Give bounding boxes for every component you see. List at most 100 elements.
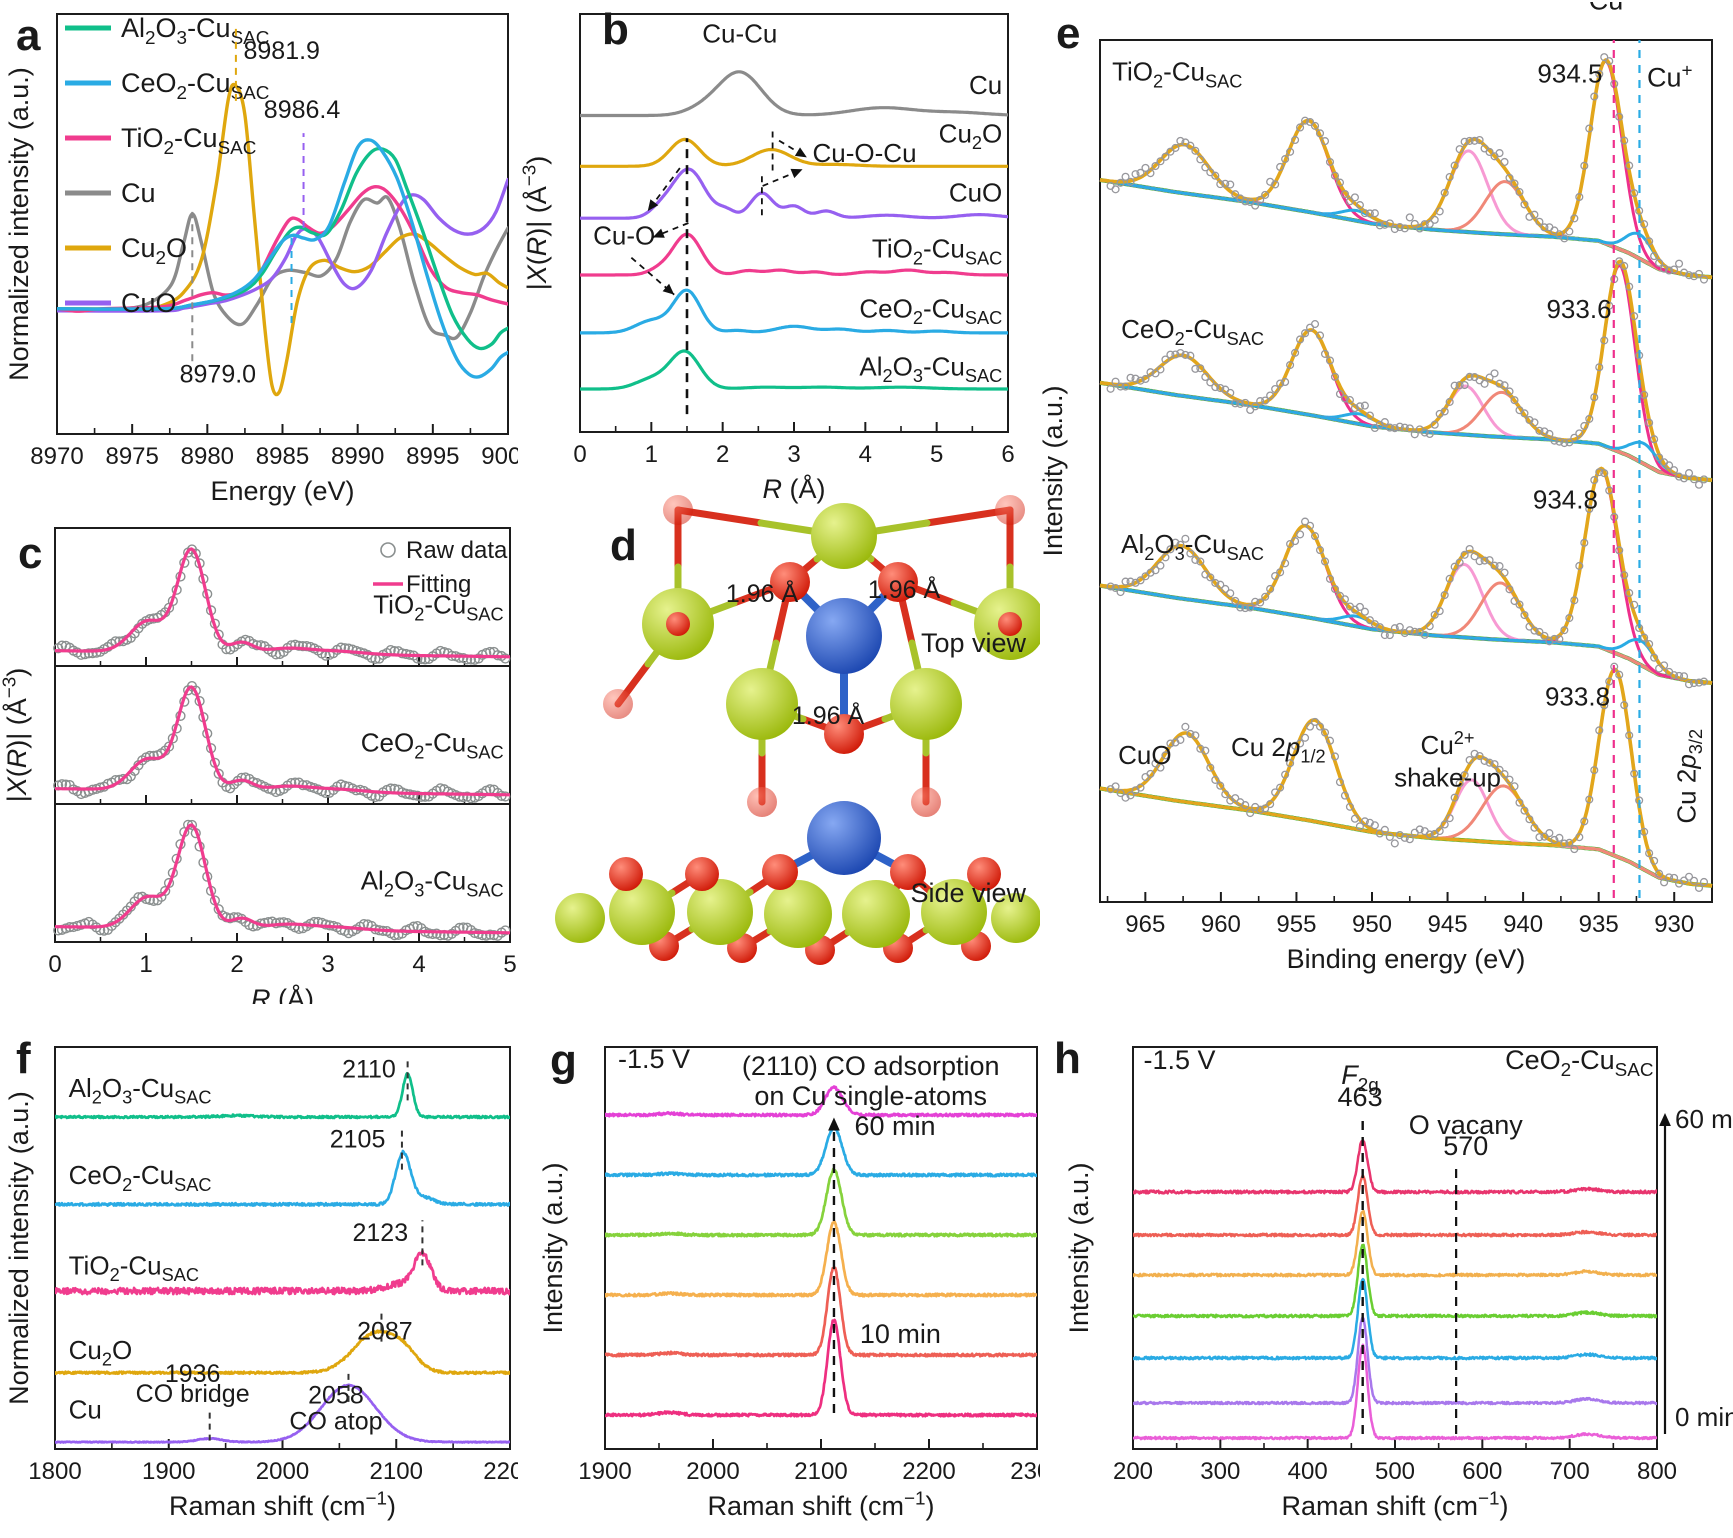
- raw-point: [1176, 540, 1185, 549]
- raw-point: [1590, 766, 1599, 775]
- raw-point: [1665, 461, 1674, 470]
- curve-t50: [605, 1125, 1037, 1178]
- raw-point: [1455, 145, 1464, 154]
- raw-point: [1465, 755, 1474, 765]
- atom-ce: [609, 879, 675, 945]
- envelope-curve: [1099, 58, 1713, 280]
- sample-label: Al2O3-CuSAC: [361, 866, 504, 901]
- raw-point: [1111, 583, 1120, 593]
- raw-point: [1515, 600, 1524, 609]
- raw-point: [1684, 680, 1694, 689]
- raw-point: [1410, 627, 1419, 636]
- arrow-head: [652, 228, 665, 238]
- raw-point: [1430, 420, 1439, 429]
- raw-point: [1176, 136, 1185, 145]
- raw-point: [1395, 223, 1404, 232]
- raw-point: [1510, 179, 1519, 188]
- raw-point: [1291, 348, 1300, 357]
- annotation-text: Cu-O-Cu: [813, 138, 917, 168]
- raw-data-points: [1106, 53, 1709, 284]
- raw-point: [1460, 380, 1469, 390]
- raw-point: [1345, 396, 1354, 405]
- curve-m30: [1133, 1243, 1657, 1319]
- atom-ce: [991, 893, 1040, 943]
- raw-point: [1435, 607, 1444, 616]
- raw-point: [1540, 223, 1549, 232]
- raw-point: [1350, 404, 1359, 413]
- curve-cu: [55, 1383, 510, 1444]
- raw-point: [1495, 149, 1504, 158]
- raw-point: [1176, 735, 1185, 744]
- raw-point: [1226, 796, 1235, 805]
- atom-o: [663, 495, 693, 525]
- raw-point: [1395, 622, 1404, 631]
- series-group-g: [605, 1085, 1037, 1418]
- raw-point: [1565, 227, 1574, 236]
- raw-point: [1675, 671, 1684, 680]
- fit-curve: [55, 823, 510, 935]
- atom-o: [878, 562, 918, 602]
- panel-letter-h: h: [1054, 1034, 1081, 1083]
- raw-point: [1330, 752, 1340, 761]
- raw-point: [1286, 759, 1295, 768]
- raw-point: [1530, 418, 1539, 427]
- top-view-model: [603, 495, 1040, 817]
- raw-point: [1425, 622, 1434, 631]
- raw-point: [1505, 585, 1514, 594]
- raw-point: [1550, 436, 1559, 445]
- raw-point: [1151, 759, 1160, 768]
- raw-point: [1201, 163, 1210, 172]
- raw-point: [1121, 577, 1130, 586]
- raw-point: [1595, 69, 1604, 79]
- atom-o: [998, 612, 1022, 636]
- raw-point: [1485, 147, 1494, 157]
- annotation-text: Al2O3-CuSAC: [69, 1073, 212, 1108]
- tick-label: 8995: [406, 443, 459, 470]
- raw-point: [1560, 626, 1569, 635]
- raw-point: [1530, 626, 1539, 635]
- atom-o: [762, 854, 798, 890]
- raw-point: [1196, 557, 1205, 566]
- annotation-text: TiO2-CuSAC: [872, 234, 1002, 269]
- raw-point: [1515, 188, 1524, 197]
- raw-point: [236, 772, 247, 783]
- raw-point: [1585, 124, 1594, 133]
- raw-point: [1525, 815, 1534, 824]
- atom-o: [685, 857, 719, 891]
- raw-point: [1645, 418, 1654, 427]
- raw-point: [500, 925, 511, 936]
- tick-label: 1900: [142, 1458, 195, 1485]
- raw-point: [1670, 873, 1679, 882]
- raw-point: [1645, 639, 1654, 649]
- raw-point: [1615, 670, 1624, 679]
- axes-h: 200 300 400 500 600 700 800 Raman shift (cm−1) I…: [1064, 1046, 1677, 1521]
- raw-point: [1216, 580, 1225, 589]
- raw-point: [1181, 534, 1190, 543]
- tick-label: 8985: [256, 443, 309, 470]
- raw-point: [1620, 261, 1629, 271]
- raw-point: [1266, 391, 1275, 400]
- raw-point: [1395, 422, 1404, 431]
- atom-o: [770, 562, 810, 602]
- raw-point: [1405, 424, 1414, 433]
- raw-point: [1570, 845, 1579, 854]
- raw-point: [274, 917, 285, 928]
- arrow-head: [662, 283, 675, 295]
- raw-point: [1111, 377, 1120, 386]
- annotation-text: 570: [1443, 1131, 1488, 1161]
- xps-al2o3: [1099, 466, 1713, 689]
- envelope-curve: [1099, 466, 1713, 685]
- annotations-b: Cu-Cu Cu Cu2O CuO TiO2-CuSAC CeO2-CuSAC Al2O3-…: [593, 19, 1002, 415]
- raw-point: [1699, 275, 1709, 284]
- sample-label: CeO2-CuSAC: [1121, 314, 1264, 349]
- raw-point: [1156, 561, 1165, 570]
- raw-point: [1475, 557, 1484, 566]
- raw-point: [1231, 190, 1240, 199]
- component-main: [1099, 467, 1713, 685]
- raw-point: [1699, 475, 1709, 484]
- curve-tio2: [55, 1249, 510, 1296]
- y-axis-label: Intensity (a.u.): [538, 1162, 568, 1333]
- tick-label: 2100: [794, 1458, 847, 1485]
- raw-point: [1485, 373, 1494, 382]
- annotation-text: Cu-Cu: [702, 19, 777, 49]
